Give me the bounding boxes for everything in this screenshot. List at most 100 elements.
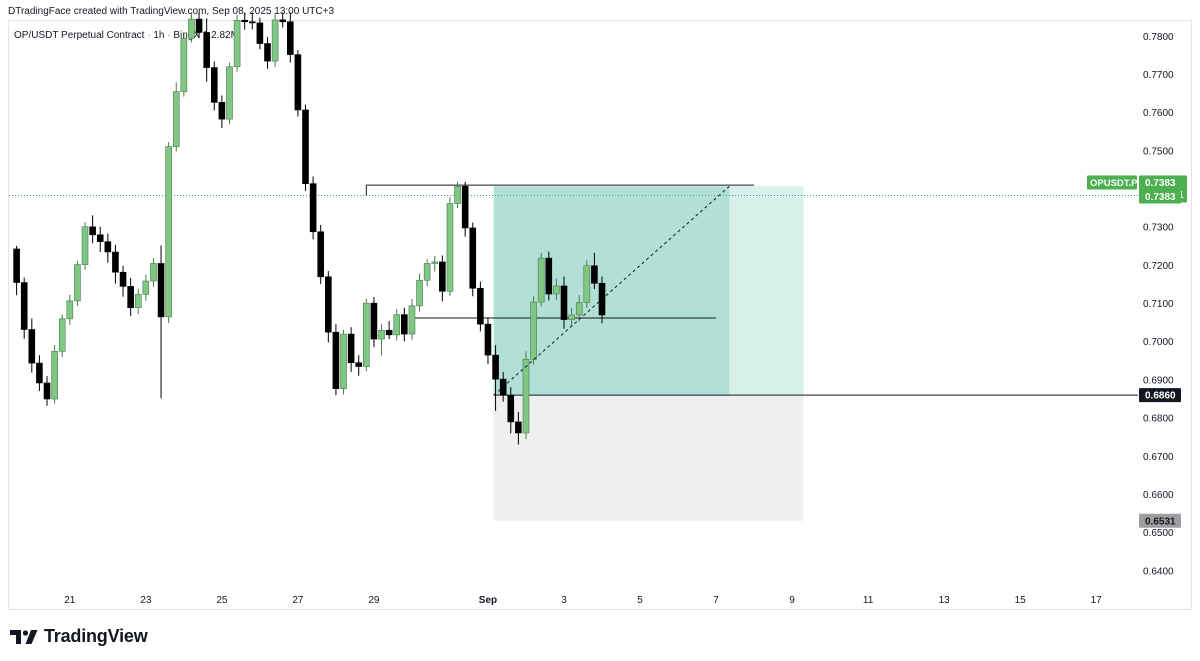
price-label-box [1139,189,1181,204]
candle-body [446,203,454,292]
price-tick: 0.7200 [1143,261,1174,272]
candle-body [469,227,477,289]
candle-body [89,226,96,236]
candle [51,345,58,404]
price-tick: 0.7100 [1143,299,1174,310]
price-label-value: 0.6860 [1145,391,1176,402]
candle-body [248,21,256,24]
candle [378,324,385,356]
symbol-extra: 1.2.82M [202,30,239,41]
candle [104,233,112,263]
candle-body [591,265,598,284]
brand-name: TradingView [44,626,148,646]
candle-body [545,257,553,295]
candle [317,224,325,285]
candle-body [553,285,560,295]
candle [256,17,264,50]
candle-body [241,19,248,23]
candle-body [340,333,347,389]
candle-body [112,251,119,273]
price-tick: 0.6900 [1143,375,1174,386]
candle-body [507,394,515,423]
candle [203,18,210,82]
price-axis[interactable]: 0.7800 0.7700 0.7600 0.7500 0.7300 0.7200 0.71… [1143,32,1174,578]
symbol-tag-box [1087,175,1137,190]
candle [58,314,66,357]
candle-body [142,280,150,295]
candle-body [492,354,499,380]
candle [325,271,332,343]
candle [439,255,446,302]
candle [180,32,188,97]
candle-body [537,257,545,303]
time-tick: 11 [863,595,874,606]
price-tick: 0.6400 [1143,566,1174,577]
candle [188,12,195,43]
time-tick: 13 [939,595,951,606]
symbol-exchange: BingX [173,30,201,41]
time-tick: 17 [1091,595,1103,606]
candle [454,181,461,209]
candle-body [28,329,36,364]
candle-body [180,37,188,92]
candle-body [195,18,203,33]
candle [309,176,317,240]
candle [74,260,81,306]
candle-body [134,294,142,309]
candle-body [408,305,416,335]
chart-credit: DTradingFace created with TradingView.co… [8,6,335,17]
price-label: 0.6860 [1139,388,1181,403]
tradingview-logo-icon [10,629,38,644]
candle [13,245,20,296]
candle [431,255,439,272]
candle-body [119,271,127,287]
price-label-value: 0.7383 [1145,192,1176,203]
candle-body [560,285,568,320]
candle [416,273,423,312]
candle-body [484,323,492,356]
candle [545,251,553,301]
price-tick: 0.7500 [1143,146,1174,157]
candle [218,95,226,128]
candle [119,265,127,297]
candle-body [355,362,363,367]
candle [469,222,477,297]
candle [537,252,545,307]
time-tick: 15 [1015,595,1027,606]
candle-body [370,302,378,340]
time-tick: 21 [64,595,76,606]
time-tick: 27 [292,595,304,606]
candle-body [256,22,264,44]
candle [302,104,309,191]
candle-body [36,362,43,384]
candle-body [575,302,583,316]
progress-line [493,185,730,396]
candle-body [210,67,218,103]
candle [423,259,431,287]
candle-body [325,276,332,333]
price-tick: 0.7300 [1143,223,1174,234]
symbol-legend[interactable]: OP/USDT Perpetual Contract · 1h · BingX … [14,30,239,41]
candle [36,355,43,391]
candle [530,296,537,365]
candle-body [66,300,74,320]
candle [142,274,150,301]
candle [560,276,568,329]
candle-body [286,21,294,55]
candle [408,298,416,340]
candle [20,277,28,339]
time-axis[interactable]: 21 23 25 27 29 Sep 3 5 7 9 11 13 15 17 [64,595,1102,606]
candle-body [294,54,302,111]
candle [43,376,51,406]
candle [553,278,560,301]
candle-body [127,286,134,309]
candle-body [74,264,81,302]
candle-body [568,314,575,320]
candle [271,12,279,68]
candle-body [279,19,286,23]
price-tick: 0.6600 [1143,490,1174,501]
candle [347,327,355,372]
price-label-box [1139,513,1181,528]
candle [355,355,363,376]
